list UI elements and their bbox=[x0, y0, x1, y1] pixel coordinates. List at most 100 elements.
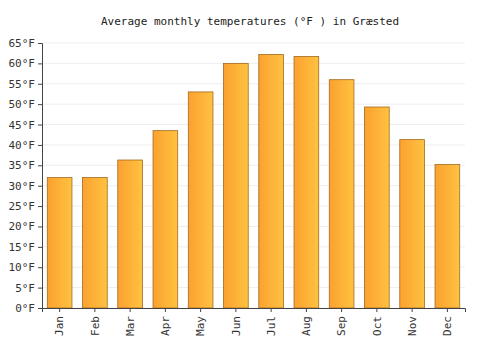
bar bbox=[400, 140, 425, 308]
y-tick-mark bbox=[38, 43, 42, 44]
y-tick: 35°F bbox=[9, 159, 43, 172]
y-tick-label: 5°F bbox=[15, 282, 35, 295]
title: Average monthly temperatures (°F ) in Gr… bbox=[101, 15, 399, 28]
x-tick: Jul bbox=[265, 308, 278, 336]
y-tick-label: 55°F bbox=[9, 78, 36, 91]
y-tick-label: 40°F bbox=[9, 139, 36, 152]
y-tick: 50°F bbox=[9, 98, 43, 111]
y-tick-mark bbox=[38, 226, 42, 227]
x-tick: Sep bbox=[335, 308, 348, 336]
y-tick: 60°F bbox=[9, 57, 43, 70]
bar bbox=[329, 80, 354, 308]
x-tick-mark bbox=[200, 308, 201, 312]
y-tick: 30°F bbox=[9, 180, 43, 193]
bar bbox=[47, 178, 72, 308]
y-tick-label: 0°F bbox=[15, 302, 35, 315]
plot: 0°F 5°F 10°F 15°F 20°F 25°F 30°F 35°F 40°F 45°F 50… bbox=[9, 37, 466, 336]
bar bbox=[294, 56, 319, 308]
x-tick-label: Mar bbox=[124, 316, 137, 336]
x-tick: Aug bbox=[300, 308, 313, 336]
y-tick: 15°F bbox=[9, 241, 43, 254]
y-tick-label: 65°F bbox=[9, 37, 36, 50]
x-tick-mark bbox=[130, 308, 131, 312]
bar bbox=[188, 92, 213, 308]
x-tick-mark bbox=[376, 308, 377, 312]
y-tick-mark bbox=[38, 104, 42, 105]
y-tick-label: 35°F bbox=[9, 159, 36, 172]
y-tick-label: 10°F bbox=[9, 261, 36, 274]
x-tick-mark bbox=[59, 308, 60, 312]
x-tick-label: Jan bbox=[53, 316, 66, 336]
y-tick: 0°F bbox=[15, 302, 42, 315]
x-tick: May bbox=[194, 308, 207, 336]
x-tick-mark bbox=[165, 308, 166, 312]
y-tick-mark bbox=[38, 247, 42, 248]
y-tick: 40°F bbox=[9, 139, 43, 152]
y-tick: 5°F bbox=[15, 282, 42, 295]
chart: 0°F 5°F 10°F 15°F 20°F 25°F 30°F 35°F 40°F 45°F 50… bbox=[0, 0, 500, 350]
y-tick-label: 50°F bbox=[9, 98, 36, 111]
y-axis: 0°F 5°F 10°F 15°F 20°F 25°F 30°F 35°F 40°F 45°F 50… bbox=[9, 37, 43, 315]
x-tick-mark bbox=[271, 308, 272, 312]
y-tick-label: 25°F bbox=[9, 200, 36, 213]
y-tick: 65°F bbox=[9, 37, 43, 50]
y-tick: 10°F bbox=[9, 261, 43, 274]
grid-line bbox=[42, 63, 465, 64]
y-tick-mark bbox=[38, 125, 42, 126]
grid-line bbox=[42, 43, 465, 44]
bar bbox=[224, 63, 249, 308]
y-axis-line bbox=[38, 44, 43, 309]
y-tick: 20°F bbox=[9, 220, 43, 233]
y-tick-label: 30°F bbox=[9, 180, 36, 193]
x-tick-mark bbox=[94, 308, 95, 312]
y-tick-mark bbox=[38, 288, 42, 289]
x-tick-label: Nov bbox=[406, 316, 419, 336]
y-tick-mark bbox=[38, 186, 42, 187]
grid-line bbox=[42, 124, 465, 125]
y-tick-mark bbox=[38, 145, 42, 146]
x-tick: Oct bbox=[371, 308, 384, 336]
x-tick: Dec bbox=[441, 308, 454, 336]
x-tick-label: Aug bbox=[300, 316, 313, 336]
x-tick-mark bbox=[306, 308, 307, 312]
x-axis: Jan Feb Mar Apr May Jun Jul Aug Sep Oct Nov Dec bbox=[43, 308, 466, 336]
y-tick-label: 15°F bbox=[9, 241, 36, 254]
bar bbox=[365, 107, 390, 308]
grid bbox=[42, 43, 465, 308]
y-tick: 55°F bbox=[9, 78, 43, 91]
x-tick: Jun bbox=[230, 308, 243, 336]
bar bbox=[435, 164, 460, 308]
x-tick: Mar bbox=[124, 308, 137, 336]
x-tick-mark bbox=[447, 308, 448, 312]
y-tick-mark bbox=[38, 206, 42, 207]
x-tick-mark bbox=[341, 308, 342, 312]
bar bbox=[153, 131, 178, 308]
y-tick: 25°F bbox=[9, 200, 43, 213]
y-tick: 45°F bbox=[9, 119, 43, 132]
grid-line bbox=[42, 104, 465, 105]
y-tick-mark bbox=[38, 165, 42, 166]
x-axis-line bbox=[43, 309, 466, 313]
x-tick-label: Oct bbox=[371, 316, 384, 336]
bars bbox=[47, 54, 459, 308]
y-tick-label: 20°F bbox=[9, 220, 36, 233]
x-tick-mark bbox=[412, 308, 413, 312]
x-tick: Feb bbox=[89, 308, 102, 336]
x-tick-label: May bbox=[194, 316, 207, 336]
y-tick-label: 60°F bbox=[9, 57, 36, 70]
y-tick-mark bbox=[38, 267, 42, 268]
y-tick-mark bbox=[38, 308, 42, 309]
x-tick: Nov bbox=[406, 308, 419, 336]
x-tick-label: Jun bbox=[230, 316, 243, 336]
bar bbox=[83, 178, 108, 308]
x-tick: Jan bbox=[53, 308, 66, 336]
x-tick-label: Jul bbox=[265, 316, 278, 336]
x-tick-label: Feb bbox=[89, 316, 102, 336]
bar bbox=[118, 160, 143, 308]
grid-line bbox=[42, 83, 465, 84]
x-tick-label: Dec bbox=[441, 316, 454, 336]
x-tick-mark bbox=[235, 308, 236, 312]
y-tick-mark bbox=[38, 84, 42, 85]
x-tick: Apr bbox=[159, 308, 172, 336]
x-tick-label: Apr bbox=[159, 316, 172, 336]
